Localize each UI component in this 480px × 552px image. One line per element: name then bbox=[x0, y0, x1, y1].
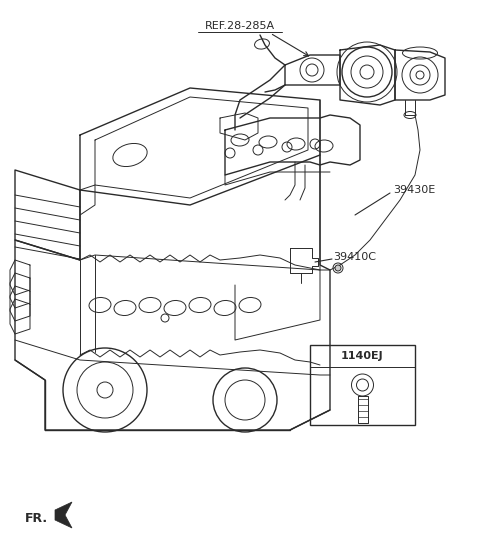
Circle shape bbox=[335, 265, 341, 271]
Text: 39430E: 39430E bbox=[393, 185, 435, 195]
Text: FR.: FR. bbox=[25, 512, 48, 524]
Text: 39410C: 39410C bbox=[333, 252, 376, 262]
Polygon shape bbox=[55, 502, 72, 528]
Bar bbox=[310, 345, 415, 425]
Text: REF.28-285A: REF.28-285A bbox=[205, 21, 275, 31]
Text: 1140EJ: 1140EJ bbox=[341, 351, 384, 361]
